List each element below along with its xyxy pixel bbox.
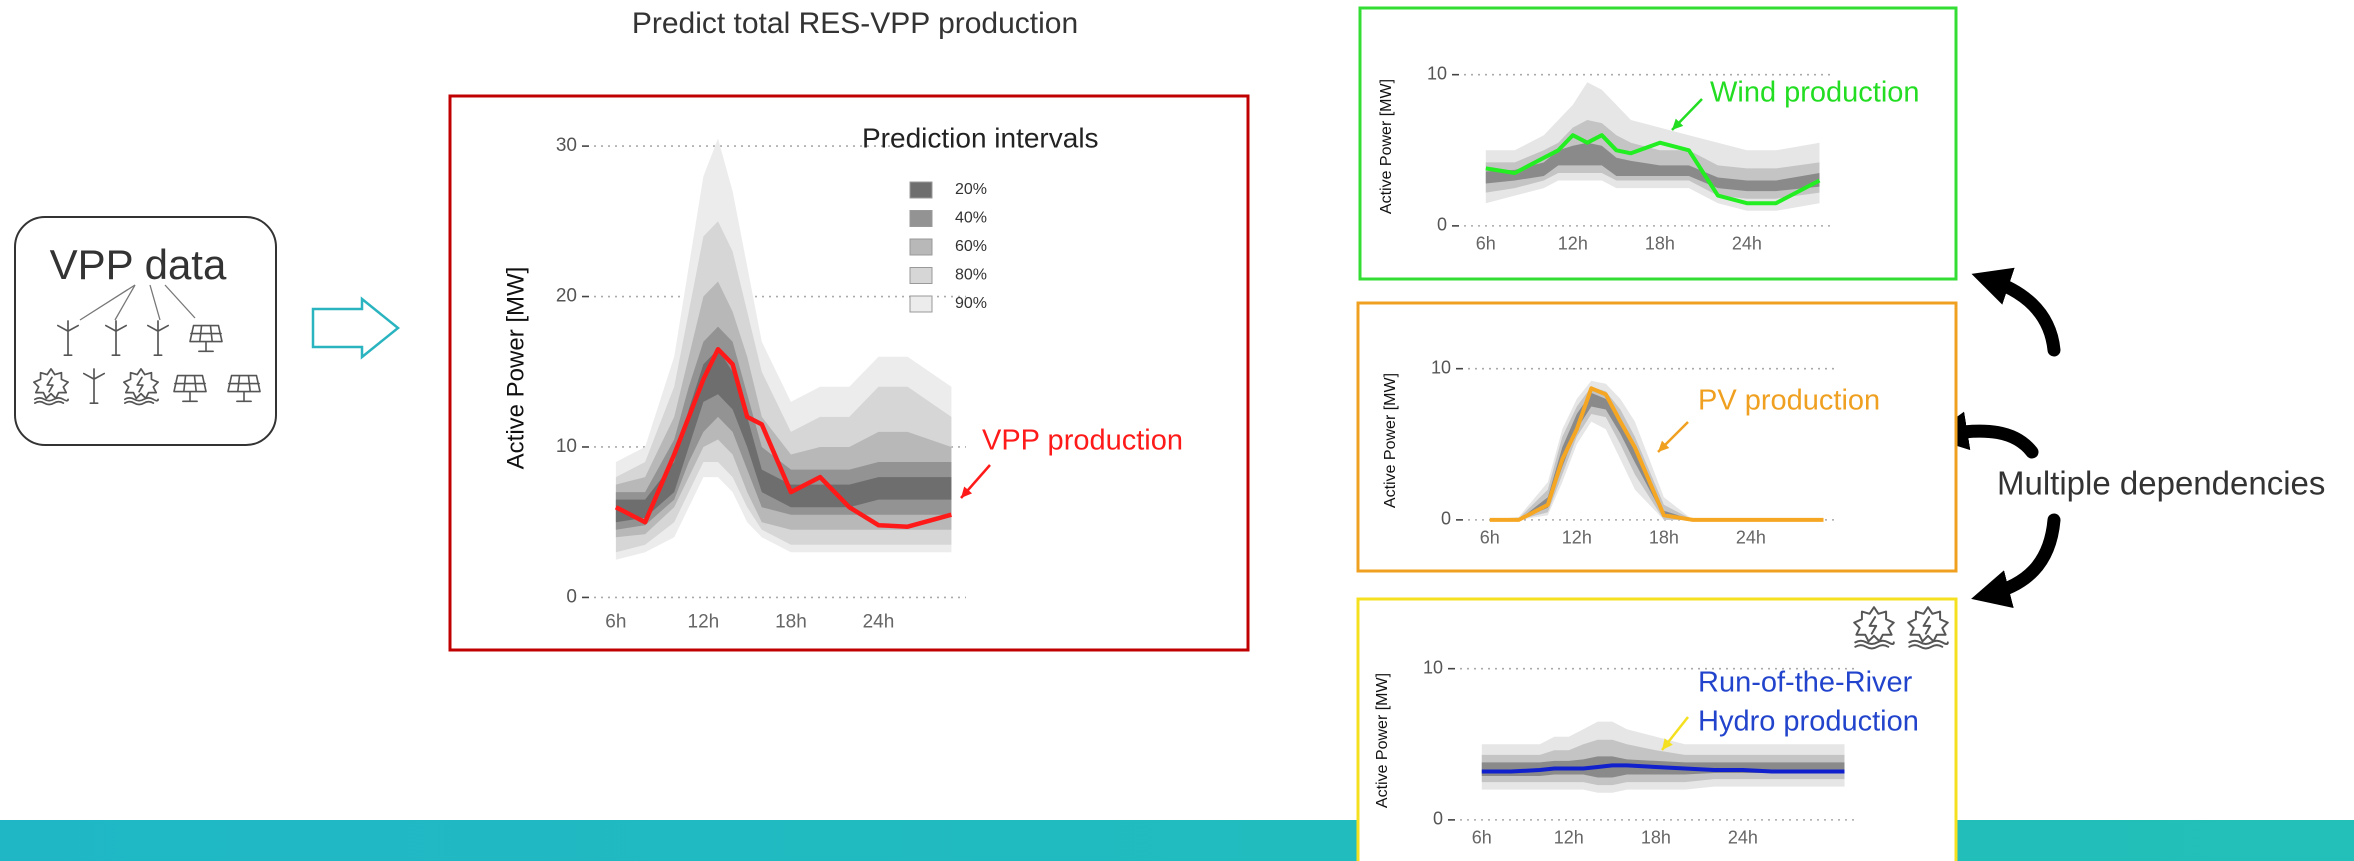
- legend-swatch: [909, 238, 933, 256]
- legend-label: 40%: [955, 210, 987, 227]
- annotation-arrowhead: [1672, 118, 1684, 130]
- chart: 0 10 6h 12h 18h 24h Active Power [MW] Run-of-th…: [1356, 597, 1958, 861]
- x-tick-label: 12h: [1558, 234, 1588, 254]
- y-tick-label: 10: [556, 436, 577, 457]
- annotation: VPP production: [982, 425, 1183, 457]
- footer-band: [0, 820, 2354, 861]
- interval-band: [1489, 386, 1824, 520]
- legend-label: 90%: [955, 295, 987, 312]
- production-line: [1489, 386, 1824, 522]
- annotation: Wind production: [1710, 77, 1920, 109]
- y-tick-label: 10: [1427, 63, 1447, 83]
- legend-label: 80%: [955, 267, 987, 284]
- y-axis-label: Active Power [MW]: [1382, 373, 1399, 508]
- flow-arrow: [311, 296, 400, 360]
- x-tick-label: 24h: [1728, 828, 1758, 848]
- x-tick-label: 6h: [1472, 828, 1492, 848]
- x-tick-label: 24h: [1732, 234, 1762, 254]
- chart-title: Predict total RES-VPP production: [632, 7, 1078, 40]
- y-tick-label: 10: [1423, 657, 1443, 677]
- x-tick-label: 18h: [1641, 828, 1671, 848]
- vpp-links: [79, 284, 196, 321]
- y-tick-label: 20: [556, 286, 577, 307]
- annotation: Hydro production: [1698, 706, 1919, 738]
- annotation-arrowhead: [1658, 440, 1670, 452]
- annotation-arrowhead: [961, 486, 973, 498]
- x-tick-label: 24h: [863, 611, 895, 632]
- chart: 0 10 6h 12h 18h 24h Active Power [MW] PV produc…: [1356, 301, 1958, 573]
- x-tick-label: 12h: [1562, 528, 1592, 548]
- x-tick-label: 18h: [1645, 234, 1675, 254]
- x-tick-label: 6h: [605, 611, 626, 632]
- legend-title: Prediction intervals: [862, 122, 1099, 153]
- annotation-arrowhead: [1662, 738, 1673, 750]
- production-line: [1481, 763, 1845, 774]
- legend-swatch: [909, 267, 933, 284]
- legend-swatch: [909, 295, 933, 313]
- y-tick-label: 0: [1433, 809, 1443, 829]
- annotation: PV production: [1698, 385, 1880, 417]
- x-tick-label: 12h: [688, 611, 720, 632]
- chart: Predict total RES-VPP production 0 10 20 30 6…: [448, 7, 1250, 652]
- legend-swatch: [909, 181, 933, 199]
- x-tick-label: 12h: [1554, 828, 1584, 848]
- y-axis-label: Active Power [MW]: [1374, 673, 1391, 808]
- y-axis-label: Active Power [MW]: [1378, 79, 1395, 214]
- x-tick-label: 6h: [1476, 234, 1496, 254]
- vpp-box: [14, 216, 277, 446]
- interval-band: [1485, 142, 1820, 192]
- dependency-arrows: [1928, 267, 2061, 609]
- x-tick-label: 6h: [1480, 528, 1500, 548]
- interval-band: [1489, 392, 1824, 520]
- annotation: Run-of-the-River: [1698, 667, 1913, 699]
- legend-swatch: [909, 210, 933, 227]
- y-tick-label: 30: [556, 135, 577, 156]
- x-tick-label: 18h: [775, 611, 807, 632]
- y-tick-label: 10: [1431, 357, 1451, 377]
- chart-frame: [448, 94, 1250, 652]
- production-line: [614, 346, 952, 529]
- legend-label: 20%: [955, 181, 987, 198]
- dependencies-label: Multiple dependencies: [1997, 465, 2325, 502]
- x-tick-label: 18h: [1649, 528, 1679, 548]
- production-line: [1485, 133, 1821, 206]
- x-tick-label: 24h: [1736, 528, 1766, 548]
- y-axis-label: Active Power [MW]: [502, 267, 529, 470]
- legend-label: 60%: [955, 238, 987, 255]
- chart: 0 10 6h 12h 18h 24h Active Power [MW] Wind prod…: [1358, 6, 1958, 281]
- vpp-label: VPP data: [50, 241, 227, 288]
- y-tick-label: 0: [1441, 509, 1451, 529]
- y-tick-label: 0: [1437, 215, 1447, 235]
- y-tick-label: 0: [566, 586, 577, 607]
- chart-frame: [1356, 301, 1958, 573]
